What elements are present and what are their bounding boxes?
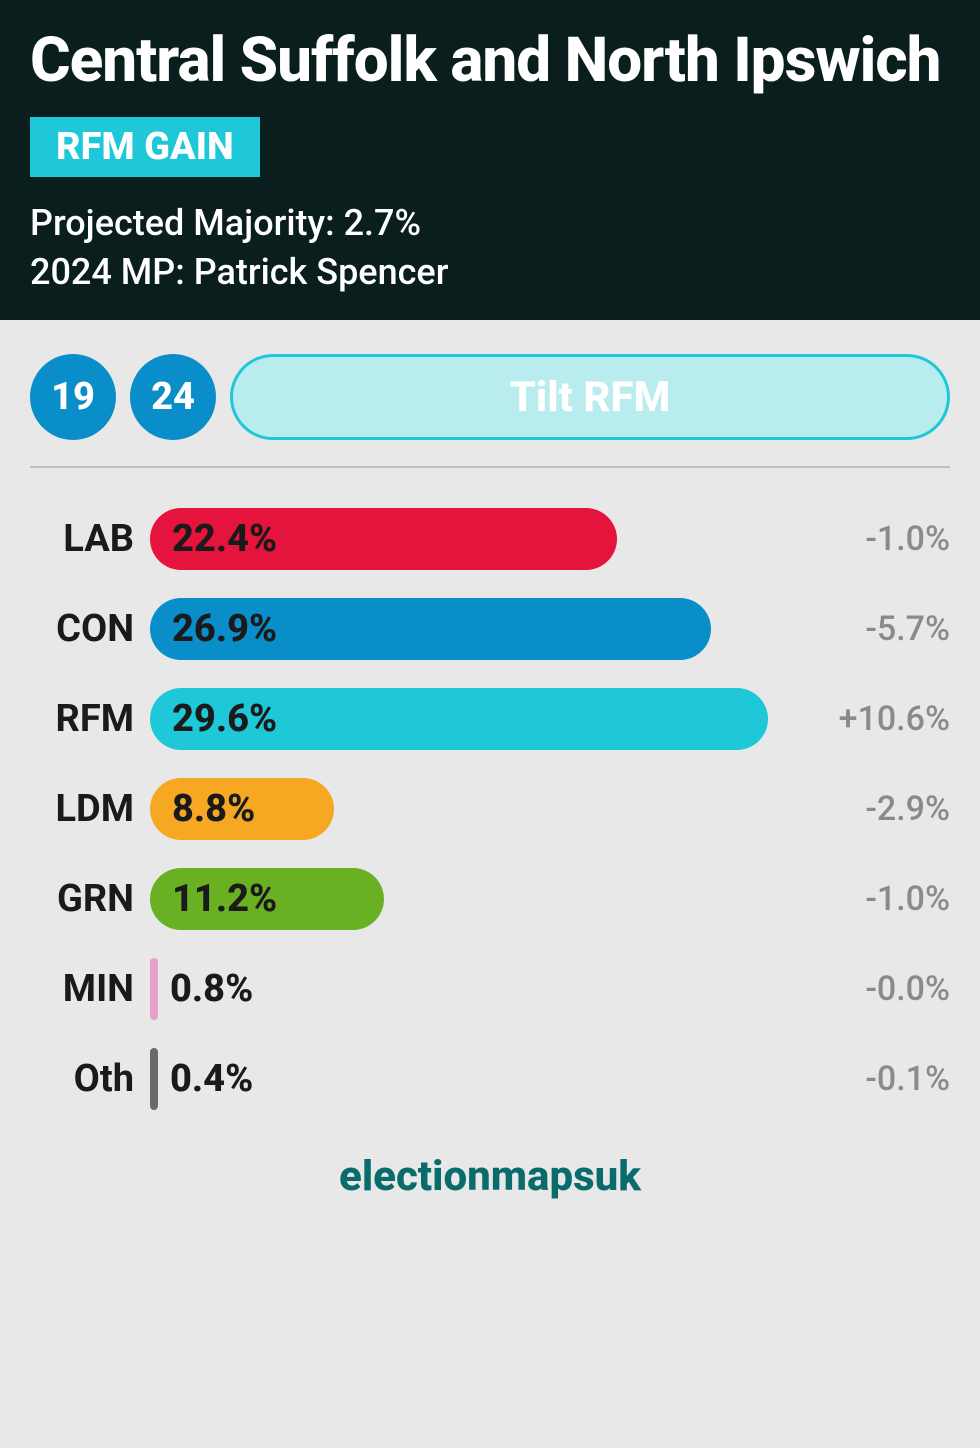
bar-value: 11.2% [150, 877, 277, 921]
party-label: Oth [30, 1057, 150, 1101]
party-label: CON [30, 607, 150, 651]
year-tab-24[interactable]: 24 [130, 354, 216, 440]
constituency-title: Central Suffolk and North Ipswich [30, 28, 950, 95]
tabs-row: 19 24 Tilt RFM [0, 320, 980, 466]
bar-fill: 29.6% [150, 688, 768, 750]
bar-value: 8.8% [150, 787, 255, 831]
bar-fill [150, 1048, 158, 1110]
change-value: +10.6% [800, 699, 950, 739]
bar-fill: 22.4% [150, 508, 617, 570]
change-value: -0.0% [800, 969, 950, 1009]
bar-row: LAB22.4% -1.0% [30, 494, 950, 584]
party-label: MIN [30, 967, 150, 1011]
bar-value: 26.9% [150, 607, 277, 651]
mp-label: 2024 MP: Patrick Spencer [30, 248, 950, 297]
bar-track: 0.4% [150, 1048, 800, 1110]
gain-badge: RFM GAIN [30, 117, 260, 177]
bar-track: 0.8% [150, 958, 800, 1020]
bar-row: LDM8.8% -2.9% [30, 764, 950, 854]
bar-fill: 8.8% [150, 778, 334, 840]
change-value: -2.9% [800, 789, 950, 829]
tilt-pill[interactable]: Tilt RFM [230, 354, 950, 440]
bar-track: 26.9% [150, 598, 800, 660]
footer-credit: electionmapsuk [0, 1134, 980, 1225]
election-card: Central Suffolk and North Ipswich RFM GA… [0, 0, 980, 1225]
bar-row: MIN0.8% -0.0% [30, 944, 950, 1034]
year-tab-19[interactable]: 19 [30, 354, 116, 440]
change-value: -1.0% [800, 879, 950, 919]
bar-row: RFM29.6% +10.6% [30, 674, 950, 764]
party-label: RFM [30, 697, 150, 741]
bar-value: 29.6% [150, 697, 277, 741]
change-value: -0.1% [800, 1059, 950, 1099]
bar-value: 22.4% [150, 517, 277, 561]
bar-fill [150, 958, 158, 1020]
bar-fill: 11.2% [150, 868, 384, 930]
bar-track: 29.6% [150, 688, 800, 750]
bar-track: 11.2% [150, 868, 800, 930]
bar-track: 8.8% [150, 778, 800, 840]
bar-fill: 26.9% [150, 598, 711, 660]
party-label: LDM [30, 787, 150, 831]
party-label: LAB [30, 517, 150, 561]
card-header: Central Suffolk and North Ipswich RFM GA… [0, 0, 980, 320]
bar-chart: LAB22.4% -1.0% CON26.9% -5.7% RFM29.6% +10.6%… [0, 468, 980, 1134]
change-value: -5.7% [800, 609, 950, 649]
bar-value: 0.4% [158, 1057, 253, 1101]
bar-row: CON26.9% -5.7% [30, 584, 950, 674]
bar-row: Oth0.4% -0.1% [30, 1034, 950, 1124]
projected-majority: Projected Majority: 2.7% [30, 199, 950, 248]
party-label: GRN [30, 877, 150, 921]
bar-track: 22.4% [150, 508, 800, 570]
bar-value: 0.8% [158, 967, 253, 1011]
bar-row: GRN11.2% -1.0% [30, 854, 950, 944]
change-value: -1.0% [800, 519, 950, 559]
